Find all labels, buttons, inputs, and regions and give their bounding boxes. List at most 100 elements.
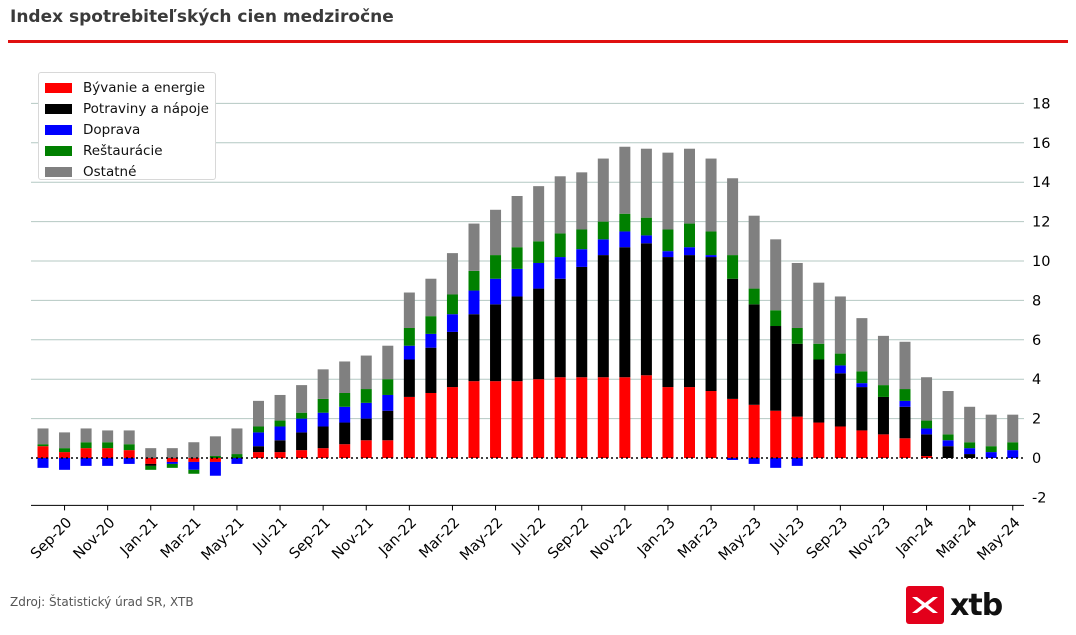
legend-item: Doprava: [45, 119, 215, 140]
bar-segment: [834, 426, 846, 458]
bar-segment: [360, 440, 372, 458]
bar-segment: [382, 345, 394, 380]
bar-segment: [662, 152, 674, 230]
bar-segment: [231, 454, 243, 458]
bar-segment: [877, 385, 889, 397]
bar-segment: [403, 396, 415, 458]
bar-segment: [382, 379, 394, 395]
x-tick-label: Jan-23: [634, 515, 679, 560]
logo-text: xtb: [950, 587, 1003, 623]
bar-segment: [296, 412, 308, 419]
bar-segment: [166, 448, 178, 458]
bar-segment: [468, 223, 480, 271]
bar-segment: [188, 461, 200, 470]
bar-segment: [533, 262, 545, 289]
bar-segment: [360, 402, 372, 419]
bar-segment: [446, 387, 458, 458]
bar-segment: [942, 391, 954, 435]
bar-segment: [640, 243, 652, 376]
bar-segment: [511, 195, 523, 248]
legend-label: Bývanie a energie: [83, 79, 206, 96]
y-tick-label: 10: [1032, 254, 1050, 270]
bar-segment: [59, 432, 71, 449]
bar-segment: [468, 381, 480, 458]
bar-segment: [791, 458, 803, 466]
bar-segment: [37, 428, 49, 445]
bar-segment: [446, 294, 458, 315]
legend-item: Bývanie a energie: [45, 77, 215, 98]
bar-segment: [619, 247, 631, 378]
bar-segment: [425, 347, 437, 393]
bar-segment: [166, 458, 178, 462]
y-tick-label: -2: [1032, 490, 1046, 506]
bar-segment: [705, 255, 717, 258]
bar-segment: [576, 377, 588, 458]
bar-segment: [123, 430, 135, 445]
bar-segment: [770, 458, 782, 468]
legend-swatch: [45, 82, 72, 93]
bar-segment: [37, 446, 49, 458]
bar-segment: [382, 394, 394, 411]
bar-segment: [899, 406, 911, 439]
bar-segment: [425, 392, 437, 458]
bar-segment: [317, 398, 329, 413]
bar-segment: [446, 331, 458, 388]
bar-segment: [382, 440, 394, 458]
bar-segment: [360, 389, 372, 403]
bar-segment: [640, 217, 652, 236]
legend-label: Doprava: [83, 121, 141, 138]
bar-segment: [813, 359, 825, 423]
x-tick-label: May-23: [716, 515, 765, 564]
bar-segment: [511, 247, 523, 269]
chart-legend: Bývanie a energie Potraviny a nápoje Dopra…: [38, 72, 216, 180]
bar-segment: [856, 430, 868, 458]
bar-segment: [662, 229, 674, 252]
x-tick-label: Nov-23: [846, 515, 894, 563]
bar-segment: [964, 406, 976, 443]
bar-segment: [619, 377, 631, 458]
bar-segment: [856, 318, 868, 372]
bar-segment: [921, 434, 933, 457]
bar-segment: [80, 448, 92, 458]
bar-segment: [834, 296, 846, 354]
bar-segment: [59, 448, 71, 453]
bar-segment: [274, 394, 286, 421]
bar-segment: [209, 436, 221, 457]
bar-segment: [684, 387, 695, 458]
bar-segment: [597, 377, 609, 458]
bar-segment: [253, 400, 264, 427]
bar-segment: [964, 442, 976, 449]
bar-segment: [490, 255, 502, 279]
bar-segment: [877, 396, 889, 435]
bar-segment: [446, 253, 458, 295]
bar-segment: [296, 418, 308, 433]
source-note: Zdroj: Štatistický úrad SR, XTB: [10, 595, 194, 609]
x-tick-label: Jul-21: [250, 515, 291, 556]
bar-segment: [468, 270, 480, 291]
bar-segment: [770, 310, 782, 327]
bar-segment: [145, 465, 157, 470]
bar-segment: [705, 158, 717, 232]
x-tick-label: Mar-23: [675, 515, 722, 562]
bar-segment: [59, 458, 71, 470]
bar-segment: [209, 461, 221, 476]
x-tick-label: May-24: [975, 515, 1024, 564]
legend-swatch: [45, 103, 72, 114]
bar-segment: [102, 442, 114, 449]
bar-segment: [684, 223, 695, 248]
bar-segment: [102, 448, 114, 458]
bar-segment: [360, 418, 372, 441]
bar-segment: [37, 444, 49, 447]
bar-segment: [640, 235, 652, 244]
bar-segment: [899, 389, 911, 401]
bar-segment: [576, 172, 588, 230]
bar-segment: [533, 288, 545, 380]
bar-segment: [640, 148, 652, 218]
bar-segment: [123, 450, 135, 458]
bar-segment: [619, 146, 631, 214]
x-tick-label: Mar-22: [417, 515, 464, 562]
bar-segment: [921, 456, 933, 458]
x-tick-label: Nov-22: [588, 515, 636, 563]
bar-segment: [576, 249, 588, 267]
